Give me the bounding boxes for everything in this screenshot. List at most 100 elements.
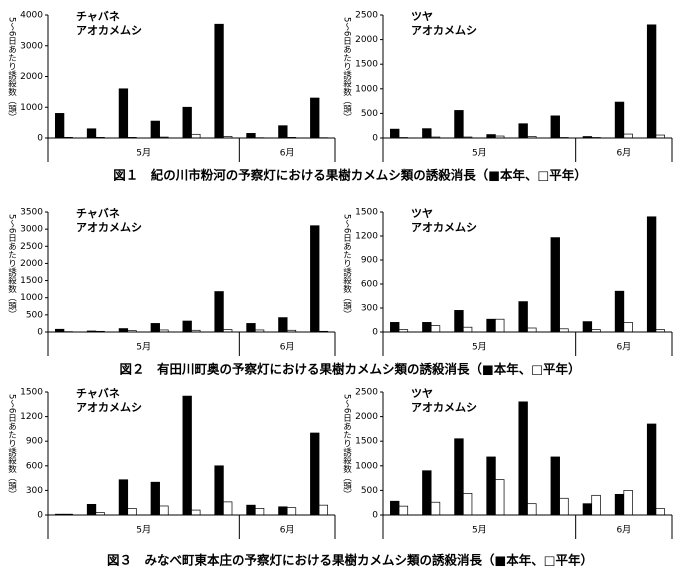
y-tick-label: 0 xyxy=(37,511,43,521)
y-axis-label: 5～6日あたり誘殺数（頭） xyxy=(7,17,17,121)
bar xyxy=(623,322,633,333)
y-axis-label: 5～6日あたり誘殺数（頭） xyxy=(7,394,17,498)
bar xyxy=(582,321,593,333)
y-tick-label: 0 xyxy=(37,328,43,338)
bar xyxy=(550,456,560,516)
bar xyxy=(310,225,320,333)
y-tick-label: 2500 xyxy=(20,242,43,252)
bar xyxy=(390,128,400,139)
bar xyxy=(246,133,256,139)
bar xyxy=(454,438,464,516)
bar xyxy=(278,317,288,333)
bar xyxy=(214,23,224,139)
y-tick-label: 1500 xyxy=(20,276,43,286)
y-axis-label: 5～6日あたり誘殺数（頭） xyxy=(342,214,352,318)
bar xyxy=(246,323,256,333)
y-tick-label: 1000 xyxy=(355,84,378,94)
y-tick-label: 0 xyxy=(37,134,43,144)
bar xyxy=(286,507,297,516)
bar xyxy=(550,237,560,333)
figure-caption: 図３ みなべ町東本庄の予察灯における果樹カメムシ類の誘殺消長（■本年、□平年） xyxy=(107,553,593,568)
chart-title: アオカメムシ xyxy=(411,221,477,234)
bar xyxy=(398,505,409,516)
chart-title: アオカメムシ xyxy=(76,401,142,414)
y-tick-label: 4000 xyxy=(20,11,43,21)
bar xyxy=(623,490,633,516)
y-axis-label: 5～6日あたり誘殺数（頭） xyxy=(342,394,352,498)
y-tick-label: 600 xyxy=(26,461,43,471)
y-tick-label: 300 xyxy=(361,304,378,314)
x-group-label: 5月 xyxy=(472,525,487,536)
y-tick-label: 1500 xyxy=(20,388,43,398)
y-tick-label: 500 xyxy=(26,310,43,320)
x-group-label: 5月 xyxy=(472,148,487,159)
bar xyxy=(462,493,473,516)
y-tick-label: 600 xyxy=(361,280,378,290)
bar xyxy=(518,401,528,516)
bar xyxy=(118,479,129,516)
x-group-label: 6月 xyxy=(616,525,631,536)
y-tick-label: 300 xyxy=(26,486,43,496)
bar xyxy=(86,128,97,139)
bar xyxy=(278,125,288,139)
chart-title: チャバネ xyxy=(76,207,120,220)
bar xyxy=(527,503,537,516)
bar xyxy=(127,508,137,516)
chart-title: ツヤ xyxy=(411,387,433,400)
bar xyxy=(646,24,657,139)
bar xyxy=(486,318,496,333)
chart-title: ツヤ xyxy=(411,10,433,23)
y-tick-label: 3000 xyxy=(20,41,43,51)
figure-caption: 図１ 紀の川市粉河の予察灯における果樹カメムシ類の誘殺消長（■本年、□平年） xyxy=(113,168,587,183)
bar xyxy=(623,133,633,139)
y-tick-label: 0 xyxy=(372,328,378,338)
y-tick-label: 0 xyxy=(372,134,378,144)
bar xyxy=(422,128,432,139)
bar xyxy=(246,504,256,516)
bar xyxy=(422,470,432,516)
x-group-label: 5月 xyxy=(472,342,487,353)
y-tick-label: 0 xyxy=(372,511,378,521)
bar xyxy=(278,506,288,516)
y-tick-label: 1000 xyxy=(355,461,378,471)
bar xyxy=(191,133,201,139)
chart-title: アオカメムシ xyxy=(76,24,142,37)
bar xyxy=(390,500,400,516)
chart-title: チャバネ xyxy=(76,387,120,400)
bar xyxy=(646,423,657,516)
y-tick-label: 2500 xyxy=(355,388,378,398)
figure-caption: 図２ 有田川町奥の予察灯における果樹カメムシ類の誘殺消長（■本年、□平年） xyxy=(119,362,580,377)
y-tick-label: 2500 xyxy=(355,11,378,21)
bar xyxy=(527,327,537,333)
bar xyxy=(646,216,657,333)
bar xyxy=(54,113,65,139)
y-tick-label: 1200 xyxy=(355,232,378,242)
x-group-label: 6月 xyxy=(280,148,295,159)
x-group-label: 6月 xyxy=(616,148,631,159)
bar xyxy=(582,503,593,516)
y-tick-label: 3500 xyxy=(20,208,43,218)
y-tick-label: 1500 xyxy=(355,60,378,70)
chart-title: アオカメムシ xyxy=(411,401,477,414)
bar xyxy=(310,432,320,516)
bar xyxy=(486,134,496,139)
y-axis-label: 5～6日あたり誘殺数（頭） xyxy=(342,17,352,121)
bar xyxy=(182,106,192,139)
y-tick-label: 1000 xyxy=(20,103,43,113)
y-tick-label: 500 xyxy=(361,109,378,119)
bar xyxy=(150,323,160,333)
bar xyxy=(422,322,432,333)
bar xyxy=(254,508,265,516)
y-axis-label: 5～6日あたり誘殺数（頭） xyxy=(7,214,17,318)
bar xyxy=(214,291,224,333)
bar xyxy=(310,97,320,139)
y-tick-label: 1500 xyxy=(355,437,378,447)
y-tick-label: 900 xyxy=(361,256,378,266)
bar xyxy=(462,326,473,333)
y-tick-label: 3000 xyxy=(20,225,43,235)
bar xyxy=(495,318,505,333)
bar xyxy=(550,115,560,139)
x-group-label: 6月 xyxy=(280,525,295,536)
bar xyxy=(118,88,129,139)
y-tick-label: 500 xyxy=(361,486,378,496)
